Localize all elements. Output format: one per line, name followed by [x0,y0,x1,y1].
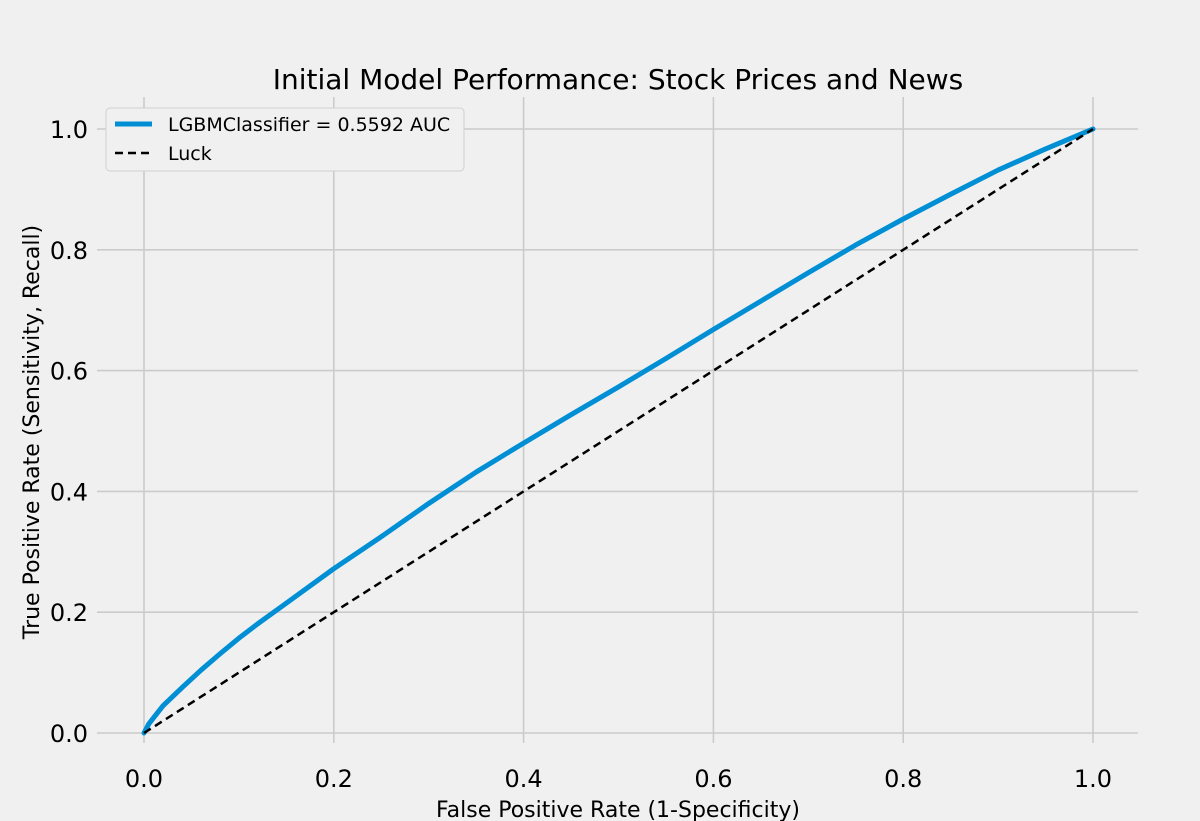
y-tick-label: 0.0 [50,720,88,748]
x-tick-label: 0.4 [505,765,543,793]
chart-title: Initial Model Performance: Stock Prices … [273,63,964,96]
x-axis-label: False Positive Rate (1-Specificity) [436,798,800,821]
y-axis-label: True Positive Rate (Sensitivity, Recall) [20,225,45,640]
x-tick-label: 0.6 [694,765,732,793]
y-tick-label: 0.8 [50,237,88,265]
y-tick-label: 1.0 [50,116,88,144]
x-tick-label: 0.8 [884,765,922,793]
roc-curve-line [141,126,1096,736]
legend-box [105,107,465,172]
plot-area [97,97,1138,743]
y-tick-label: 0.2 [50,599,88,627]
series-lines [141,126,1096,736]
tick-labels: 0.0 0.2 0.4 0.6 0.8 1.0 0.0 0.2 0.4 0.6 0.8 1.0 [50,116,1112,793]
x-tick-label: 0.0 [125,765,163,793]
legend-label-luck: Luck [168,143,212,165]
x-tick-label: 0.2 [315,765,353,793]
legend: LGBMClassifier = 0.5592 AUC Luck [105,107,465,172]
x-tick-label: 1.0 [1074,765,1112,793]
y-tick-label: 0.4 [50,478,88,506]
y-tick-label: 0.6 [50,358,88,386]
legend-label-lgbm: LGBMClassifier = 0.5592 AUC [168,114,450,136]
luck-diagonal-line [143,127,1094,735]
